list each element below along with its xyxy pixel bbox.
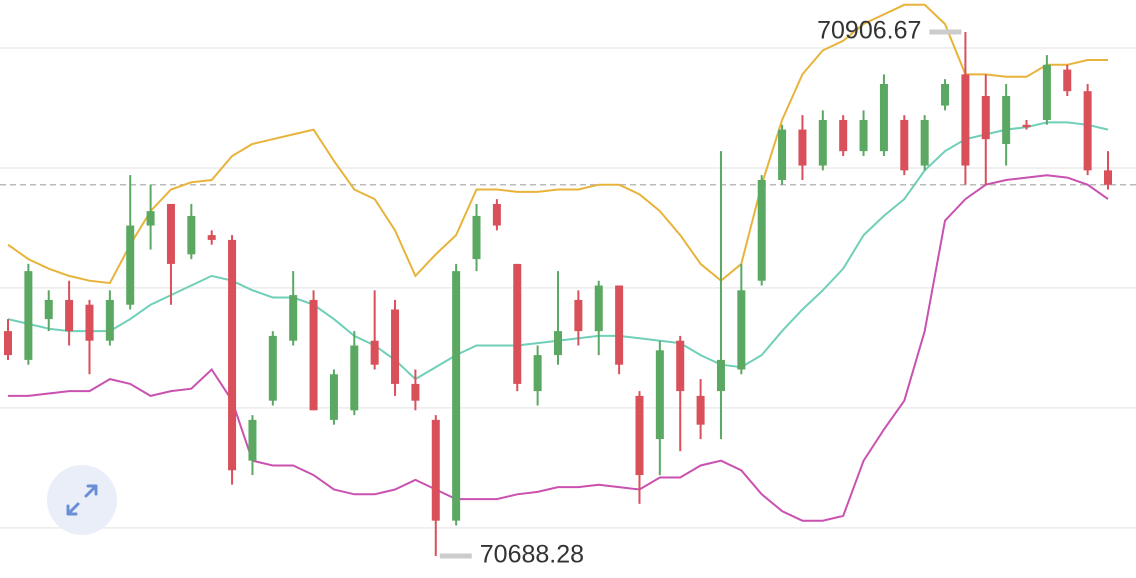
candle-body <box>798 129 807 166</box>
candle-body <box>65 299 74 332</box>
candle-body <box>1022 124 1031 128</box>
candle-body <box>941 83 950 106</box>
candle-body <box>961 74 970 166</box>
candle-body <box>85 304 94 341</box>
candle-body <box>594 285 603 332</box>
candle-body <box>574 299 583 332</box>
candle-body <box>44 299 53 320</box>
candle-body <box>635 395 644 476</box>
candle-body <box>289 295 298 341</box>
candle-body <box>859 119 868 152</box>
candle-body <box>146 211 155 226</box>
candle-body <box>228 239 237 471</box>
candle-body <box>492 203 501 226</box>
expand-button[interactable] <box>47 465 117 535</box>
bollinger-band <box>7 3 1108 285</box>
candle-body <box>391 309 400 384</box>
candle-body <box>879 83 888 152</box>
candle-body <box>1104 170 1112 185</box>
plot: 70906.67 70688.28 <box>0 3 1136 569</box>
candle-body <box>268 335 277 401</box>
candle-body <box>818 119 827 166</box>
candle-body <box>655 350 664 440</box>
candle-body <box>778 129 787 180</box>
candle-body <box>981 95 990 140</box>
candle-body <box>472 215 481 260</box>
min-label: 70688.28 <box>480 541 584 569</box>
candle-body <box>1002 95 1011 144</box>
candle-body <box>839 119 848 152</box>
candle-body <box>1042 64 1051 120</box>
candle-body <box>452 271 461 521</box>
candle-body <box>126 225 135 305</box>
candle-body <box>350 345 359 411</box>
candle-body <box>309 299 318 411</box>
candle-body <box>1063 69 1072 92</box>
candle-body <box>716 359 725 392</box>
candle-body <box>105 299 114 341</box>
candle-body <box>900 119 909 171</box>
candle-body <box>411 383 420 401</box>
bollinger-band <box>8 174 1109 522</box>
candle-body <box>329 374 338 420</box>
candle-body <box>187 215 196 255</box>
candle-body <box>615 285 624 365</box>
expand-circle <box>47 465 117 535</box>
candle-body <box>24 271 33 360</box>
candle-body <box>737 290 746 370</box>
candle-body <box>431 419 440 521</box>
candle-body <box>696 395 705 425</box>
candle-body <box>248 419 257 461</box>
candle-body <box>757 179 766 281</box>
candle-body <box>1083 91 1092 171</box>
candle-body <box>554 331 562 356</box>
candle-body <box>920 119 929 166</box>
max-label: 70906.67 <box>817 17 921 45</box>
candle-body <box>207 235 216 240</box>
candle-body <box>513 263 522 384</box>
candle-body <box>533 355 542 392</box>
candle-body <box>166 203 175 264</box>
candle-body <box>676 340 685 392</box>
expand-icon <box>66 484 98 516</box>
candle-body <box>4 331 12 356</box>
candle-body <box>370 340 379 365</box>
